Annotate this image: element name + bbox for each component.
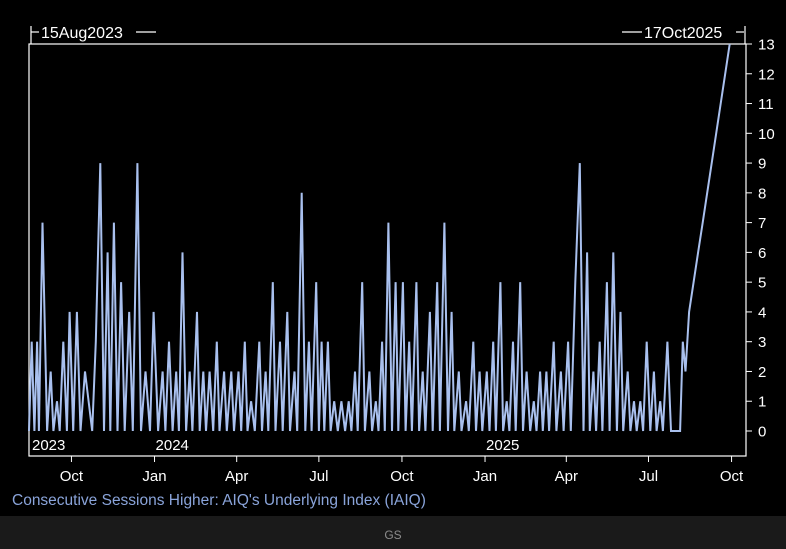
series-line <box>28 43 731 432</box>
y-tick-label: 1 <box>758 394 766 411</box>
y-tick-label: 0 <box>758 424 766 441</box>
y-tick-label: 8 <box>758 185 766 202</box>
x-axis: Oct Jan Apr Jul Oct Jan Apr Jul Oct 2023 2024 2025 <box>32 437 744 485</box>
start-marker-label: 15Aug2023 <box>41 25 123 42</box>
year-label: 2023 <box>32 437 65 454</box>
x-tick-label: Jan <box>142 468 166 485</box>
x-tick-label: Jul <box>639 468 658 485</box>
y-tick-label: 3 <box>758 334 766 351</box>
end-marker-label: 17Oct2025 <box>644 25 722 42</box>
chart-title: Consecutive Sessions Higher: AIQ's Under… <box>12 492 426 509</box>
footer-bar <box>0 516 786 549</box>
y-tick-label: 9 <box>758 156 766 173</box>
x-tick-label: Jan <box>473 468 497 485</box>
y-tick-label: 2 <box>758 364 766 381</box>
x-tick-label: Jul <box>309 468 328 485</box>
x-tick-label: Apr <box>225 468 248 485</box>
y-tick-label: 5 <box>758 275 766 292</box>
y-tick-label: 13 <box>758 37 775 54</box>
year-label: 2025 <box>486 437 519 454</box>
x-tick-label: Oct <box>720 468 744 485</box>
y-tick-label: 10 <box>758 126 775 143</box>
range-markers: 15Aug2023 17Oct2025 <box>30 25 746 44</box>
source-label: GS <box>384 528 402 542</box>
y-tick-label: 4 <box>758 304 766 321</box>
x-tick-label: Oct <box>390 468 414 485</box>
chart-background <box>0 0 786 516</box>
plot-area <box>28 43 747 457</box>
y-tick-label: 7 <box>758 215 766 232</box>
plot-frame <box>28 43 747 457</box>
y-tick-label: 12 <box>758 66 775 83</box>
year-label: 2024 <box>156 437 189 454</box>
y-tick-label: 6 <box>758 245 766 262</box>
y-tick-label: 11 <box>758 96 774 113</box>
x-tick-label: Apr <box>555 468 578 485</box>
x-tick-label: Oct <box>60 468 84 485</box>
